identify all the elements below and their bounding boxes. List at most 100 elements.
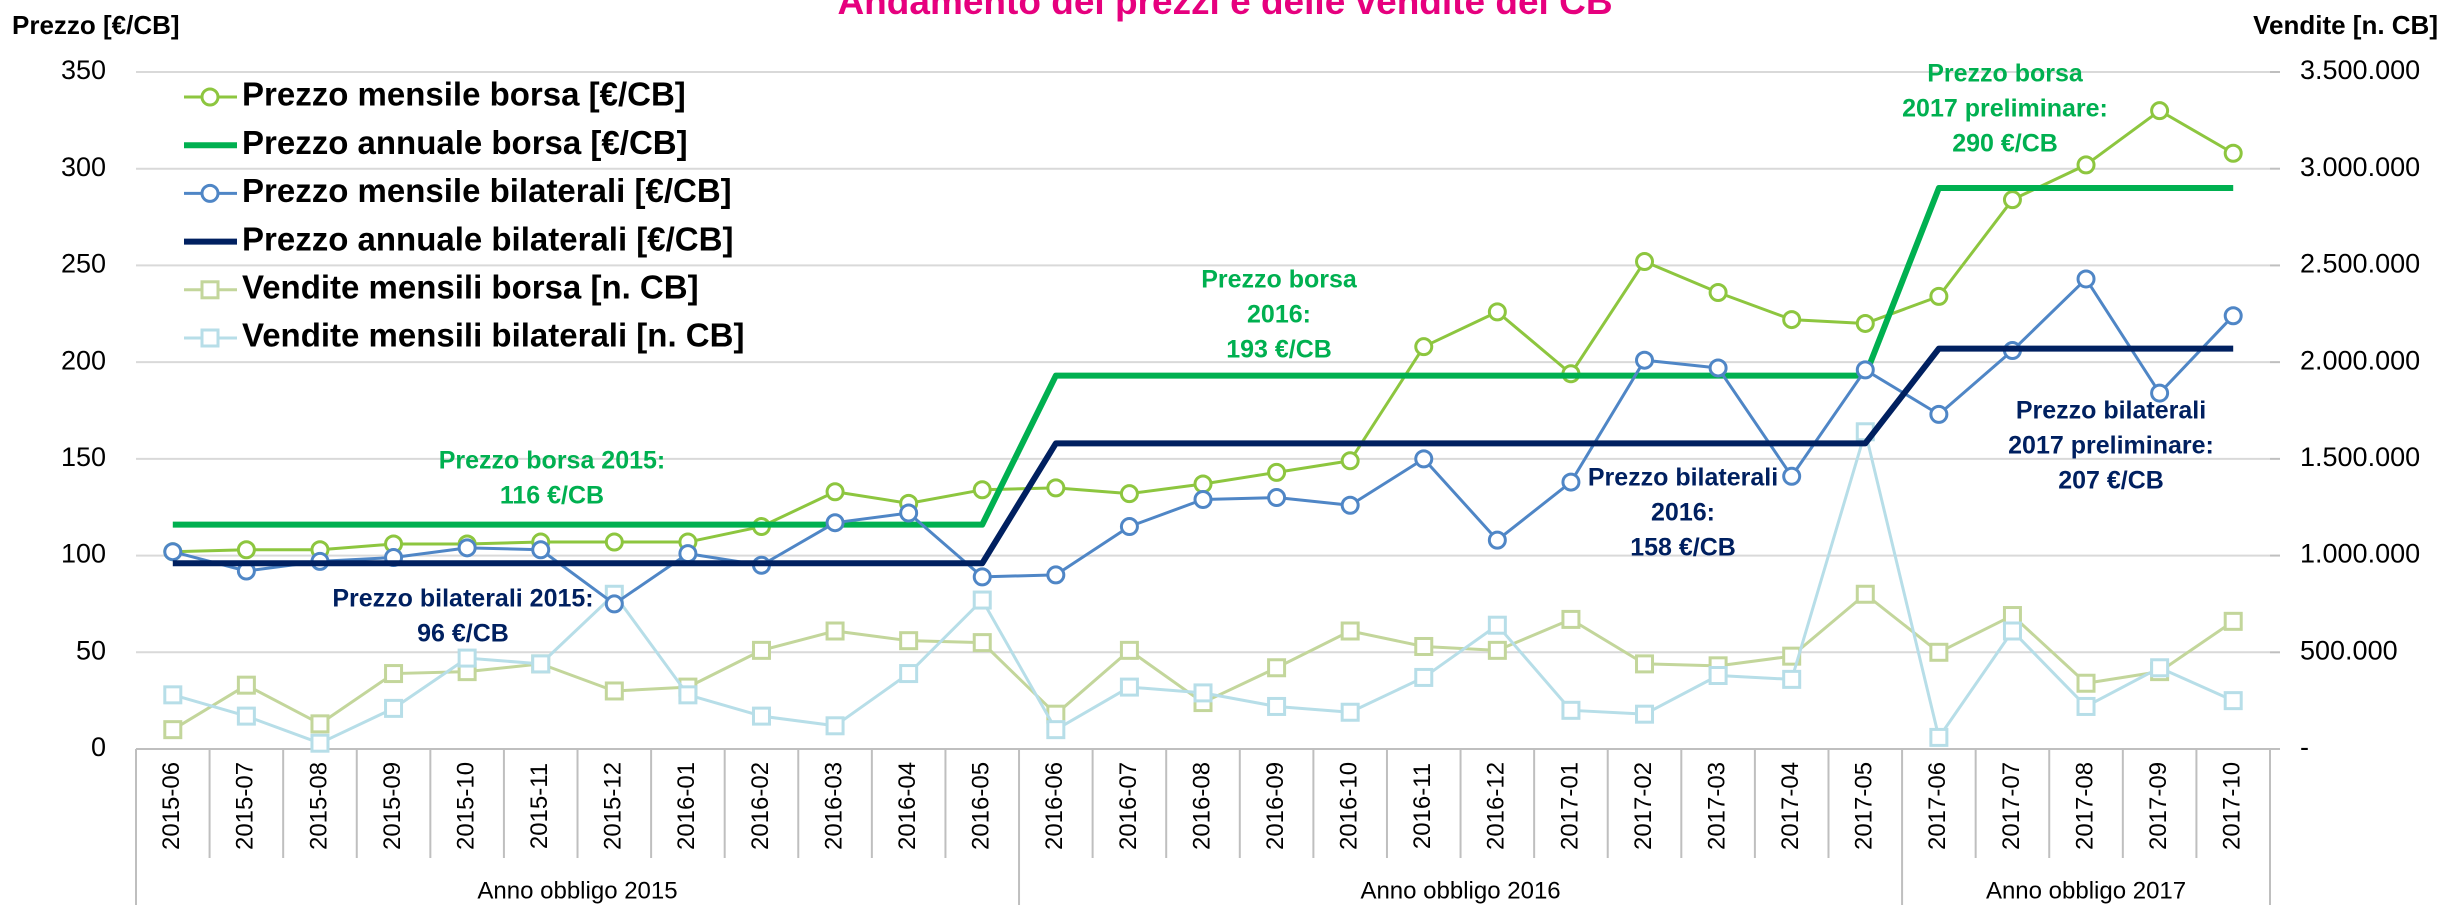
x-tick-label: 2015-06: [158, 762, 185, 850]
annotation: Prezzo bilaterali: [2016, 397, 2206, 425]
x-tick-label: 2015-07: [232, 762, 259, 850]
point: [1708, 358, 1728, 378]
annotation: 2017 preliminare:: [2008, 432, 2214, 460]
point: [972, 567, 992, 587]
point: [1855, 360, 1875, 380]
point: [1782, 466, 1802, 486]
point: [604, 681, 624, 701]
y-axis-title: Prezzo [€/CB]: [12, 10, 180, 40]
point: [236, 706, 256, 726]
x-tick-label: 2016-03: [820, 762, 847, 850]
x-tick-label: 2016-10: [1336, 762, 1363, 850]
x-tick-label: 2017-09: [2145, 762, 2172, 850]
point: [1487, 640, 1507, 660]
y-tick-label: 250: [61, 249, 106, 279]
point: [163, 542, 183, 562]
point: [1267, 696, 1287, 716]
y2-tick-label: 2.000.000: [2300, 345, 2420, 375]
annotation: Prezzo borsa 2015:: [439, 447, 666, 475]
point: [1193, 474, 1213, 494]
point: [751, 640, 771, 660]
point: [457, 538, 477, 558]
point: [678, 685, 698, 705]
point: [2076, 673, 2096, 693]
point: [1635, 350, 1655, 370]
point: [1340, 451, 1360, 471]
x-tick-label: 2017-03: [1703, 762, 1730, 850]
category-group-label: Anno obbligo 2015: [477, 877, 677, 904]
x-tick-label: 2016-09: [1262, 762, 1289, 850]
x-tick-label: 2017-02: [1630, 762, 1657, 850]
annotation: 158 €/CB: [1630, 534, 1736, 562]
point: [1340, 495, 1360, 515]
point: [1340, 702, 1360, 722]
point: [1119, 484, 1139, 504]
point: [163, 720, 183, 740]
point: [1855, 313, 1875, 333]
x-tick-label: 2015-10: [452, 762, 479, 850]
point: [163, 685, 183, 705]
series: [163, 422, 2243, 753]
point: [2002, 606, 2022, 626]
y2-tick-label: 3.000.000: [2300, 152, 2420, 182]
annotation: Prezzo borsa: [1927, 60, 2084, 88]
point: [531, 540, 551, 560]
point: [1635, 704, 1655, 724]
point: [1929, 727, 1949, 747]
x-tick-label: 2016-04: [894, 762, 921, 850]
point: [1855, 584, 1875, 604]
point: [1561, 472, 1581, 492]
point: [604, 532, 624, 552]
point: [899, 631, 919, 651]
annotation: 193 €/CB: [1226, 336, 1332, 364]
point: [1267, 488, 1287, 508]
category-group-label: Anno obbligo 2017: [1986, 877, 2186, 904]
point: [2002, 190, 2022, 210]
point: [825, 513, 845, 533]
point: [2150, 658, 2170, 678]
point: [1708, 665, 1728, 685]
point: [457, 648, 477, 668]
point: [1782, 310, 1802, 330]
x-tick-label: 2017-01: [1556, 762, 1583, 850]
point: [200, 328, 220, 348]
point: [2223, 611, 2243, 631]
point: [972, 590, 992, 610]
y-tick-label: 200: [61, 345, 106, 375]
point: [1119, 677, 1139, 697]
point: [1929, 286, 1949, 306]
y2-axis-title: Vendite [n. CB]: [2253, 10, 2438, 40]
point: [236, 540, 256, 560]
point: [1635, 252, 1655, 272]
y-tick-label: 50: [76, 635, 106, 665]
point: [1487, 302, 1507, 322]
annotation: Prezzo bilaterali: [1588, 464, 1778, 492]
y2-tick-label: 1.500.000: [2300, 442, 2420, 472]
series: [172, 345, 2234, 567]
point: [236, 675, 256, 695]
point: [1561, 700, 1581, 720]
point: [899, 664, 919, 684]
point: [310, 714, 330, 734]
point: [384, 664, 404, 684]
y2-tick-label: -: [2300, 732, 2309, 762]
point: [972, 633, 992, 653]
point: [1929, 404, 1949, 424]
category-group-label: Anno obbligo 2016: [1360, 877, 1560, 904]
point: [2002, 621, 2022, 641]
point: [1046, 720, 1066, 740]
point: [1708, 283, 1728, 303]
point: [2223, 691, 2243, 711]
series: [163, 584, 2243, 740]
point: [200, 183, 220, 203]
x-tick-label: 2015-09: [379, 762, 406, 850]
point: [972, 480, 992, 500]
annotation: Prezzo bilaterali 2015:: [332, 585, 593, 613]
point: [1340, 621, 1360, 641]
x-tick-label: 2016-08: [1188, 762, 1215, 850]
point: [1267, 462, 1287, 482]
x-tick-label: 2016-07: [1115, 762, 1142, 850]
annotation: 2016:: [1247, 301, 1311, 329]
